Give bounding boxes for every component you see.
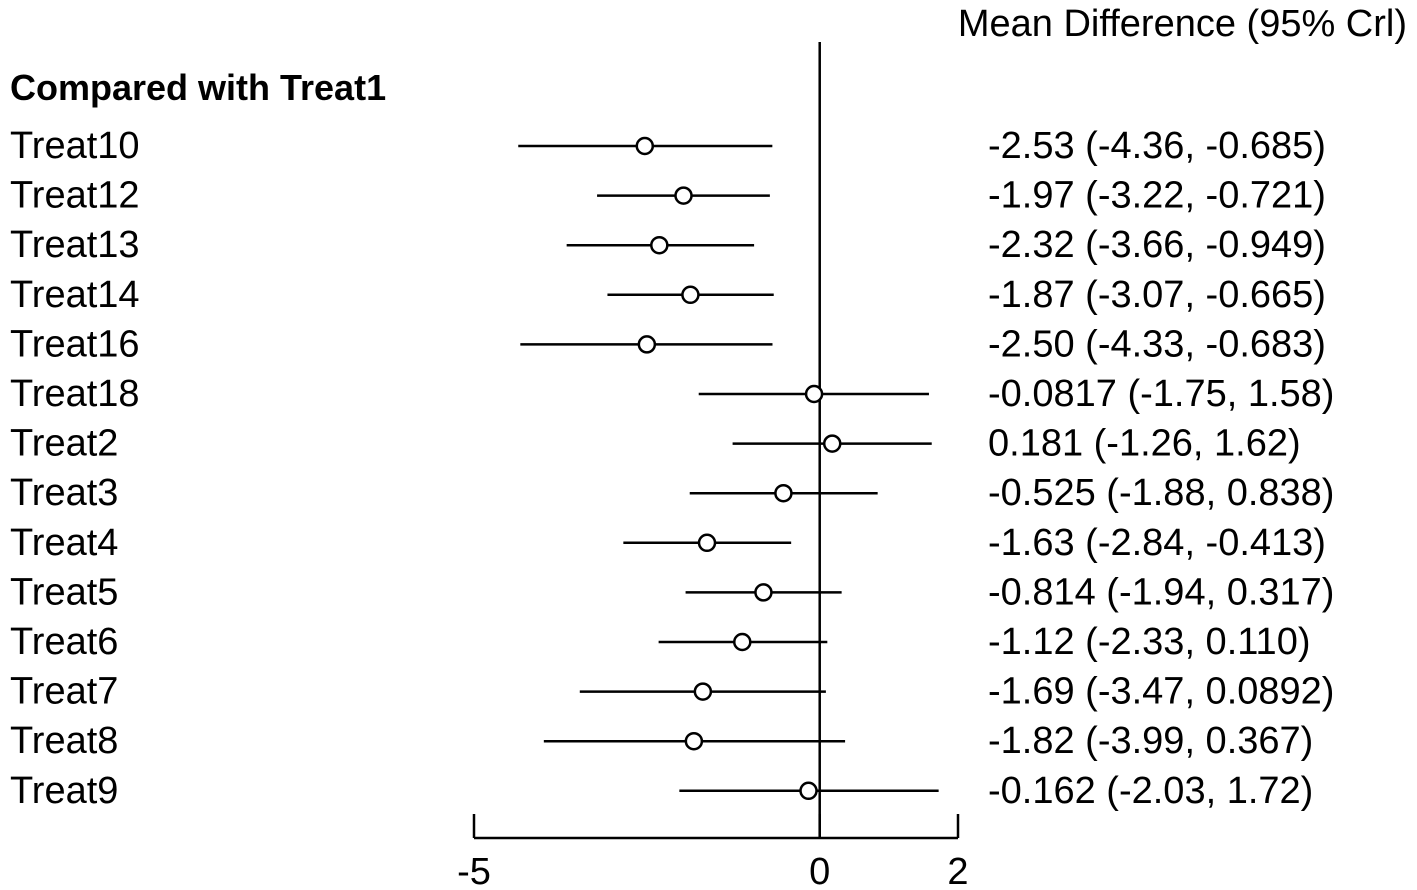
row-label: Treat8 — [10, 720, 118, 762]
point-estimate-marker — [650, 235, 669, 255]
forest-row: Treat3 -0.525 (-1.88, 0.838) — [10, 472, 1334, 514]
point-estimate-marker — [733, 632, 752, 652]
row-estimate-text: -2.50 (-4.33, -0.683) — [988, 323, 1326, 365]
point-estimate-marker — [637, 335, 657, 354]
x-tick-label: 2 — [947, 851, 968, 890]
row-label: Treat14 — [10, 274, 140, 316]
point-estimate-marker — [674, 186, 693, 205]
row-estimate-text: -1.69 (-3.47, 0.0892) — [988, 671, 1334, 713]
group-title: Compared with Treat1 — [10, 67, 386, 108]
forest-row: Treat13 -2.32 (-3.66, -0.949) — [10, 224, 1326, 266]
forest-row: Treat5 -0.814 (-1.94, 0.317) — [10, 571, 1334, 613]
forest-row: Treat18 -0.0817 (-1.75, 1.58) — [10, 373, 1334, 415]
point-estimate-marker — [754, 583, 773, 602]
row-label: Treat18 — [10, 373, 140, 415]
row-label: Treat2 — [10, 423, 118, 465]
forest-row: Treat9 -0.162 (-2.03, 1.72) — [10, 770, 1313, 812]
column-header: Mean Difference (95% Crl) — [958, 3, 1407, 45]
forest-row: Treat6 -1.12 (-2.33, 0.110) — [10, 621, 1310, 663]
row-label: Treat6 — [10, 621, 118, 663]
row-estimate-text: -0.162 (-2.03, 1.72) — [988, 770, 1313, 812]
forest-row: Treat16 -2.50 (-4.33, -0.683) — [10, 323, 1326, 365]
x-tick-label: 0 — [809, 851, 830, 890]
row-label: Treat5 — [10, 571, 118, 613]
rows-group: Treat10 -2.53 (-4.36, -0.685) Treat12 -1.97… — [10, 125, 1334, 812]
forest-row: Treat2 0.181 (-1.26, 1.62) — [10, 423, 1301, 465]
row-estimate-text: -1.12 (-2.33, 0.110) — [988, 621, 1310, 663]
row-label: Treat7 — [10, 671, 118, 713]
point-estimate-marker — [799, 781, 818, 801]
forest-row: Treat7 -1.69 (-3.47, 0.0892) — [10, 671, 1334, 713]
row-label: Treat12 — [10, 175, 140, 217]
x-tick-label: -5 — [457, 851, 491, 890]
row-estimate-text: 0.181 (-1.26, 1.62) — [988, 423, 1301, 465]
row-estimate-text: -1.87 (-3.07, -0.665) — [988, 274, 1326, 316]
row-estimate-text: -0.0817 (-1.75, 1.58) — [988, 373, 1334, 415]
row-estimate-text: -0.814 (-1.94, 0.317) — [988, 571, 1334, 613]
row-estimate-text: -1.63 (-2.84, -0.413) — [988, 522, 1326, 564]
row-estimate-text: -2.53 (-4.36, -0.685) — [988, 125, 1326, 167]
point-estimate-marker — [635, 136, 655, 156]
point-estimate-marker — [774, 483, 793, 503]
row-estimate-text: -1.82 (-3.99, 0.367) — [988, 720, 1313, 762]
row-label: Treat9 — [10, 770, 118, 812]
forest-row: Treat14 -1.87 (-3.07, -0.665) — [10, 274, 1326, 316]
row-label: Treat10 — [10, 125, 140, 167]
point-estimate-marker — [822, 434, 842, 453]
row-label: Treat4 — [10, 522, 118, 564]
x-axis: -5 0 2 — [457, 814, 969, 890]
row-label: Treat13 — [10, 224, 140, 266]
point-estimate-marker — [693, 682, 713, 701]
forest-row: Treat12 -1.97 (-3.22, -0.721) — [10, 175, 1326, 217]
forest-row: Treat8 -1.82 (-3.99, 0.367) — [10, 720, 1313, 762]
point-estimate-marker — [681, 285, 700, 305]
point-estimate-marker — [684, 731, 704, 751]
forest-row: Treat10 -2.53 (-4.36, -0.685) — [10, 125, 1326, 167]
forest-row: Treat4 -1.63 (-2.84, -0.413) — [10, 522, 1326, 564]
row-label: Treat3 — [10, 472, 118, 514]
row-estimate-text: -1.97 (-3.22, -0.721) — [988, 175, 1326, 217]
point-estimate-marker — [697, 533, 717, 553]
row-estimate-text: -2.32 (-3.66, -0.949) — [988, 224, 1326, 266]
point-estimate-marker — [804, 384, 824, 404]
row-estimate-text: -0.525 (-1.88, 0.838) — [988, 472, 1334, 514]
row-label: Treat16 — [10, 323, 140, 365]
